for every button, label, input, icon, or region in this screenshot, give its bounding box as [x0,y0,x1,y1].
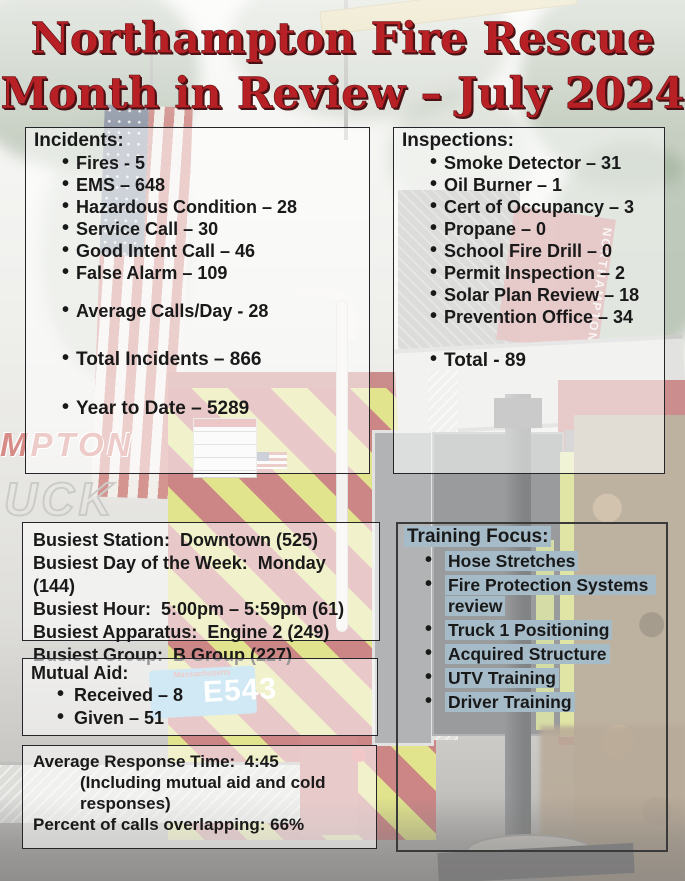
incidents-total: Total Incidents – 866 [62,347,361,371]
busiest-hour: Busiest Hour: 5:00pm – 5:59pm (61) [33,599,345,619]
inspection-item: Cert of Occupancy – 3 [430,195,656,218]
incidents-ytd: Year to Date – 5289 [62,396,361,420]
training-focus-heading: Training Focus: [404,526,660,548]
inspection-item: Solar Plan Review – 18 [430,283,656,306]
response-note-line1: (Including mutual aid and cold [80,773,326,792]
title-line-1: Northampton Fire Rescue [30,14,655,65]
truck-lettering-ghost: UCK [3,472,116,526]
inspection-item: School Fire Drill – 0 [430,239,656,262]
busiest-stats-panel: Busiest Station: Downtown (525) Busiest … [22,522,380,665]
inspections-heading: Inspections: [402,130,514,151]
training-item: Acquired Structure [425,643,660,665]
inspection-item: Propane – 0 [430,217,656,240]
mutual-aid-item: Given – 51 [57,706,369,730]
inspection-item: Smoke Detector – 31 [430,151,656,174]
incident-item: Good Intent Call – 46 [62,239,361,262]
training-focus-panel: Training Focus: Hose Stretches Fire Prot… [396,522,668,852]
incident-item: Service Call – 30 [62,217,361,240]
busiest-day: Busiest Day of the Week: Monday (144) [33,553,331,596]
training-heading-highlight: Training Focus: [404,526,552,547]
mutual-aid-item: Received – 8 [57,683,369,707]
incidents-average: Average Calls/Day - 28 [62,299,361,322]
page-title: Northampton Fire Rescue Month in Review … [0,12,685,122]
incident-item: False Alarm – 109 [62,261,361,284]
busiest-apparatus: Busiest Apparatus: Engine 2 (249) [33,622,330,642]
training-item-text: Hose Stretches [445,551,579,571]
response-note-line2: responses) [80,794,171,813]
incident-item: EMS – 648 [62,173,361,196]
training-item-text: Acquired Structure [445,644,610,664]
overlapping-calls-percent: Percent of calls overlapping: 66% [33,815,305,834]
training-item: Hose Stretches [425,550,660,572]
avg-response-time: Average Response Time: 4:45 [33,752,279,771]
incidents-heading: Incidents: [34,130,124,151]
inspections-panel: Inspections: Smoke Detector – 31 Oil Bur… [393,127,665,474]
busiest-station: Busiest Station: Downtown (525) [33,530,319,550]
training-item: Truck 1 Positioning [425,619,660,641]
inspection-item: Prevention Office – 34 [430,305,656,328]
title-line-2: Month in Review – July 2024 [0,69,685,120]
mutual-aid-heading: Mutual Aid: [31,663,129,683]
training-item-text: Truck 1 Positioning [445,620,613,640]
compartment-door [372,430,434,746]
inspection-item: Oil Burner – 1 [430,173,656,196]
inspections-total: Total - 89 [430,348,656,372]
photo-fade-overlay-top [0,0,685,135]
training-item-text: UTV Training [445,668,559,688]
incident-item: Hazardous Condition – 28 [62,195,361,218]
training-item: Driver Training [425,691,660,713]
incident-item: Fires - 5 [62,151,361,174]
training-item: UTV Training [425,667,660,689]
training-item-text: Fire Protection Systems review [445,575,657,616]
response-time-panel: Average Response Time: 4:45 (Including m… [22,745,377,849]
training-item: Fire Protection Systems review [425,574,660,617]
mutual-aid-panel: Mutual Aid: Received – 8 Given – 51 [22,658,378,736]
incidents-panel: Incidents: Fires - 5 EMS – 648 Hazardous… [25,127,370,474]
inspection-item: Permit Inspection – 2 [430,261,656,284]
training-item-text: Driver Training [445,692,575,712]
